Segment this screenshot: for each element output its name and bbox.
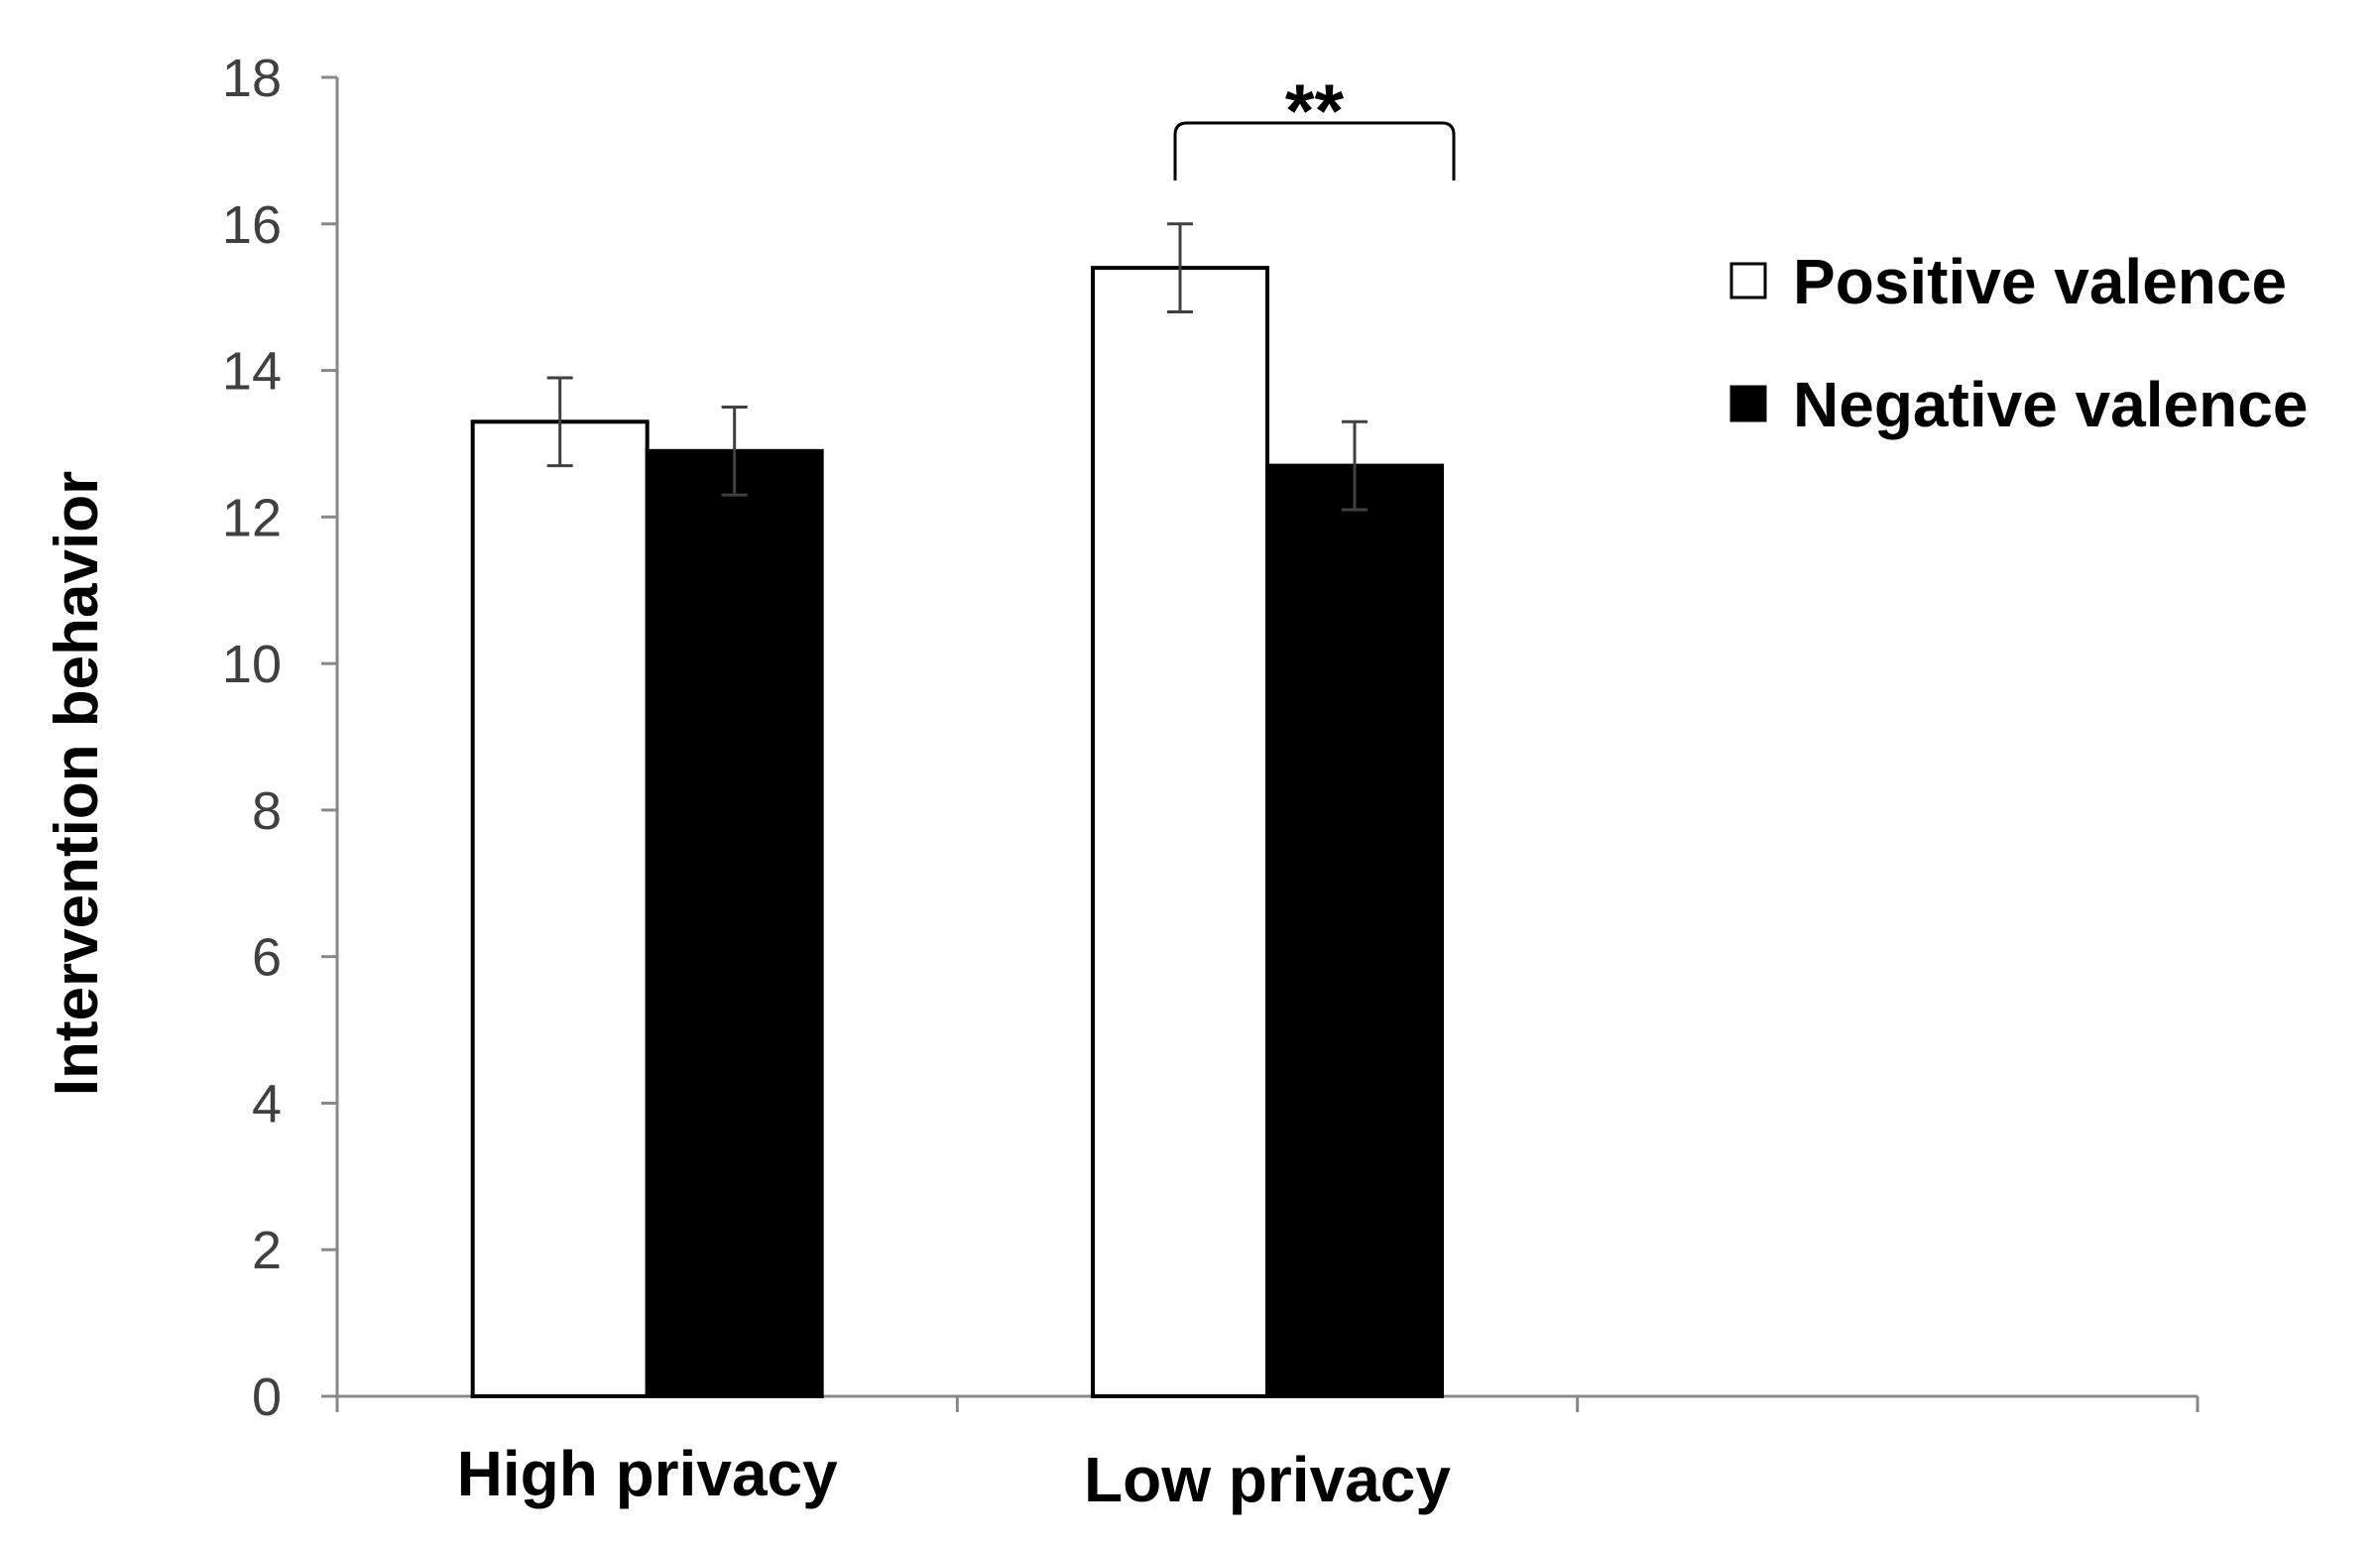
x-axis: High privacy Low privacy <box>335 1394 2200 1515</box>
x-category-label: Low privacy <box>1084 1444 1451 1515</box>
y-tick-label: 18 <box>222 49 282 108</box>
significance-bracket <box>1173 121 1456 180</box>
y-tick-label: 2 <box>252 1221 282 1280</box>
y-tick-label: 16 <box>222 195 282 255</box>
bar <box>1265 463 1444 1399</box>
y-tick-label: 14 <box>222 342 282 402</box>
y-tick-label: 0 <box>252 1368 282 1427</box>
significance-annotation: ** <box>1173 69 1456 180</box>
y-tick-label: 10 <box>222 635 282 694</box>
y-tick-label: 8 <box>252 781 282 841</box>
legend-label: Positive valence <box>1793 246 2287 317</box>
legend: Positive valence Negative valence <box>1729 246 2308 440</box>
legend-label: Negative valence <box>1793 369 2308 440</box>
x-category-label: High privacy <box>457 1438 839 1509</box>
legend-swatch <box>1729 385 1767 422</box>
bar <box>645 448 824 1399</box>
y-tick-label: 4 <box>252 1074 282 1133</box>
error-bars <box>546 222 1368 512</box>
bar <box>470 419 650 1398</box>
significance-label: ** <box>1285 69 1345 154</box>
y-axis: 0 2 4 6 8 10 12 14 16 18 <box>222 49 339 1427</box>
legend-swatch <box>1729 262 1767 299</box>
y-tick-label: 6 <box>252 928 282 988</box>
bars <box>470 266 1444 1399</box>
bar <box>1091 266 1269 1399</box>
y-tick-label: 12 <box>222 488 282 547</box>
y-axis-title: Intervention behavior <box>43 471 111 1096</box>
